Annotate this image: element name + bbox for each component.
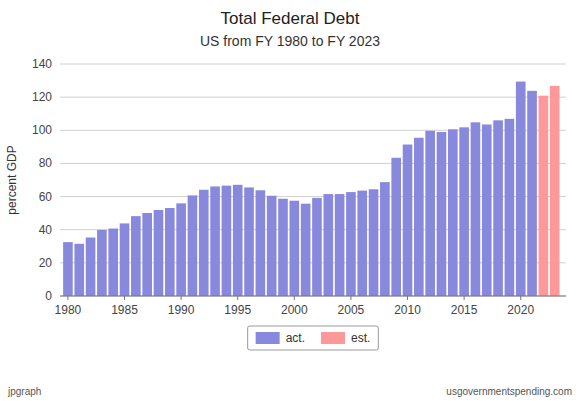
bar <box>108 229 118 296</box>
bar <box>142 213 152 296</box>
grid-line <box>60 296 566 297</box>
bar <box>165 208 175 296</box>
grid-line <box>60 64 566 65</box>
x-tick-label: 2000 <box>281 303 308 317</box>
y-ticks: 0 20 40 60 80 100 120 140 <box>32 57 52 303</box>
bar <box>176 203 186 296</box>
x-tick <box>237 296 238 300</box>
bar-series <box>63 82 537 296</box>
legend-frame <box>248 326 379 350</box>
y-tick-label: 120 <box>32 90 52 104</box>
bar <box>233 185 243 296</box>
chart-svg: Total Federal Debt US from FY 1980 to FY … <box>0 0 580 401</box>
bar <box>391 158 401 296</box>
bar <box>188 195 198 296</box>
x-tick <box>350 296 351 300</box>
bar <box>425 131 435 296</box>
bar <box>244 187 254 296</box>
bar <box>527 91 537 296</box>
x-tick-label: 1990 <box>168 303 195 317</box>
bar <box>278 199 288 296</box>
bar <box>335 194 345 296</box>
bar <box>380 182 390 296</box>
x-tick <box>181 296 182 300</box>
bar <box>369 189 379 296</box>
x-tick <box>464 296 465 300</box>
y-tick-label: 60 <box>39 190 53 204</box>
bar <box>493 120 503 296</box>
bar <box>63 242 73 296</box>
bar <box>482 124 492 296</box>
bar <box>346 192 356 296</box>
bar <box>131 216 141 296</box>
x-axis-line <box>60 296 566 297</box>
bar <box>256 190 266 296</box>
bar <box>154 210 164 296</box>
x-tick-label: 2015 <box>451 303 478 317</box>
bar <box>414 138 424 296</box>
y-tick-label: 20 <box>39 256 53 270</box>
bar <box>120 223 130 296</box>
legend-label: act. <box>286 331 305 345</box>
bar <box>290 201 300 296</box>
y-tick-label: 40 <box>39 223 53 237</box>
y-tick-label: 100 <box>32 123 52 137</box>
legend: act. est. <box>248 326 379 350</box>
bars <box>63 82 559 296</box>
x-tick-label: 1985 <box>111 303 138 317</box>
x-tick <box>294 296 295 300</box>
bar <box>448 129 458 296</box>
bar <box>97 230 107 296</box>
x-tick <box>407 296 408 300</box>
legend-swatch <box>321 332 345 344</box>
y-tick-label: 80 <box>39 156 53 170</box>
legend-label: est. <box>351 331 370 345</box>
x-tick-label: 1995 <box>224 303 251 317</box>
bar <box>539 96 549 296</box>
bar <box>86 238 96 296</box>
bar <box>459 127 469 296</box>
bar <box>267 196 277 296</box>
x-tick-label: 2005 <box>338 303 365 317</box>
bar <box>222 186 232 296</box>
bar <box>437 132 447 296</box>
x-tick <box>67 296 68 300</box>
annotation: jpgraph <box>7 386 41 397</box>
x-tick-label: 2020 <box>507 303 534 317</box>
bar <box>323 194 333 296</box>
bar <box>403 145 413 296</box>
bar <box>357 191 367 296</box>
bar <box>550 86 560 296</box>
x-tick-label: 1980 <box>55 303 82 317</box>
bar <box>505 119 515 296</box>
grid-line <box>60 97 566 98</box>
bar <box>301 204 311 296</box>
legend-swatch <box>256 332 280 344</box>
bar <box>210 186 220 296</box>
bar <box>471 122 481 296</box>
subtitle: US from FY 1980 to FY 2023 <box>200 33 380 49</box>
title: Total Federal Debt <box>221 9 360 28</box>
bar <box>199 190 209 296</box>
annotation: usgovernmentspending.com <box>446 386 572 397</box>
bar <box>516 82 526 296</box>
y-tick-label: 140 <box>32 57 52 71</box>
x-tick <box>124 296 125 300</box>
chart-container: Total Federal Debt US from FY 1980 to FY … <box>0 0 580 401</box>
grid <box>60 64 566 296</box>
x-ticks: 1980 1985 1990 1995 2000 2005 2010 2015 2020 <box>55 296 535 317</box>
x-tick <box>520 296 521 300</box>
bar <box>74 244 84 296</box>
y-tick-label: 0 <box>45 289 52 303</box>
y-axis-label: percent GDP <box>5 145 19 214</box>
x-tick-label: 2010 <box>394 303 421 317</box>
bar-series <box>539 86 560 296</box>
bar <box>312 198 322 296</box>
